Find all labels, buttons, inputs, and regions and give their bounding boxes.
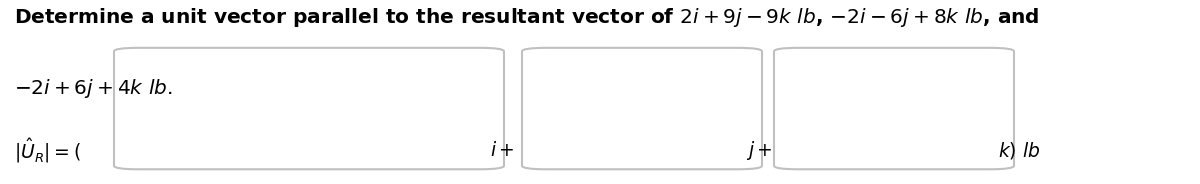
Text: $j +$: $j +$ — [746, 139, 773, 162]
Text: $i +$: $i +$ — [490, 141, 515, 160]
FancyBboxPatch shape — [774, 48, 1014, 169]
Text: Determine a unit vector parallel to the resultant vector of $2i + 9j - 9k\ lb$, : Determine a unit vector parallel to the … — [14, 6, 1040, 29]
FancyBboxPatch shape — [522, 48, 762, 169]
FancyBboxPatch shape — [114, 48, 504, 169]
Text: $k)\ lb$: $k)\ lb$ — [998, 140, 1040, 161]
Text: $|\hat{U}_R| = ($: $|\hat{U}_R| = ($ — [14, 137, 82, 165]
Text: $-2i + 6j + 4k\ lb.$: $-2i + 6j + 4k\ lb.$ — [14, 77, 173, 100]
